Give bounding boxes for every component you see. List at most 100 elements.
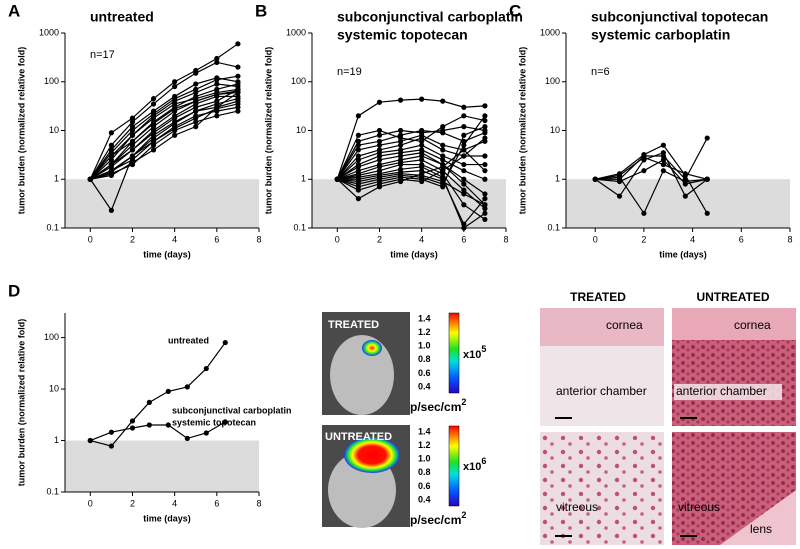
data-point bbox=[172, 101, 178, 107]
tissue-label: vitreous bbox=[556, 500, 598, 514]
data-point bbox=[235, 73, 241, 79]
data-point bbox=[660, 168, 666, 174]
label-bg bbox=[674, 384, 782, 400]
series-label: systemic topotecan bbox=[172, 417, 256, 427]
data-point bbox=[461, 147, 467, 153]
series-label: subconjunctival carboplatin bbox=[172, 405, 292, 415]
series-line bbox=[89, 88, 239, 180]
data-point bbox=[376, 142, 383, 148]
data-point bbox=[193, 70, 199, 76]
data-point bbox=[129, 115, 136, 121]
data-point bbox=[482, 210, 488, 216]
y-tick-label: 1 bbox=[54, 174, 59, 184]
series-line bbox=[89, 83, 239, 180]
series-line bbox=[336, 129, 486, 180]
shaded-region bbox=[65, 179, 259, 228]
x-tick-label: 2 bbox=[641, 234, 646, 244]
data-point bbox=[482, 206, 488, 212]
data-point bbox=[150, 115, 157, 121]
series-line bbox=[90, 103, 239, 180]
data-point bbox=[108, 142, 114, 148]
data-point bbox=[129, 132, 136, 138]
data-point bbox=[482, 216, 488, 223]
data-point bbox=[440, 124, 446, 130]
data-point bbox=[482, 117, 488, 124]
data-point bbox=[172, 120, 178, 126]
data-point bbox=[235, 96, 241, 102]
data-point bbox=[193, 81, 199, 87]
series-line bbox=[89, 88, 239, 180]
y-tick-label: 100 bbox=[44, 76, 59, 86]
series-line bbox=[337, 170, 486, 226]
series-line bbox=[336, 98, 485, 180]
y-axis-label: tumor burden (normalized relative fold) bbox=[16, 47, 26, 215]
series-line bbox=[595, 169, 708, 215]
data-point bbox=[482, 161, 488, 168]
series-line bbox=[90, 342, 226, 447]
data-point bbox=[482, 196, 488, 202]
data-point bbox=[482, 103, 488, 109]
unit: p/sec/cm2 bbox=[410, 397, 466, 414]
data-point bbox=[682, 193, 688, 199]
data-point bbox=[440, 153, 446, 159]
data-point bbox=[129, 425, 136, 431]
data-point bbox=[419, 135, 425, 141]
series-line bbox=[336, 134, 486, 180]
lens-tissue bbox=[720, 490, 796, 545]
series-line bbox=[336, 115, 486, 180]
y-tick-label: 10 bbox=[296, 125, 306, 135]
series-line bbox=[336, 149, 486, 200]
data-point bbox=[641, 154, 647, 161]
data-point bbox=[419, 171, 425, 177]
data-point bbox=[235, 108, 241, 114]
tissue-label: vitreous bbox=[678, 500, 720, 514]
data-point bbox=[87, 437, 93, 444]
data-point bbox=[482, 124, 488, 130]
y-tick-label: 1000 bbox=[540, 27, 560, 37]
unit: p/sec/cm2 bbox=[410, 510, 466, 527]
series-line bbox=[337, 166, 486, 229]
data-point bbox=[419, 153, 425, 159]
y-axis-label: tumor burden (normalized relative fold) bbox=[16, 319, 26, 487]
shaded-region bbox=[312, 179, 506, 228]
data-point bbox=[222, 419, 228, 425]
series-line bbox=[337, 115, 486, 185]
color-tick-label: 0.6 bbox=[418, 368, 431, 378]
data-point bbox=[150, 120, 157, 126]
panel-label: D bbox=[8, 281, 20, 300]
color-tick-label: 1.2 bbox=[418, 327, 431, 337]
data-point bbox=[165, 422, 171, 428]
data-point bbox=[108, 443, 114, 449]
data-point bbox=[193, 124, 199, 130]
data-point bbox=[482, 176, 488, 182]
data-point bbox=[376, 132, 383, 138]
y-axis-label: tumor burden (normalized relative fold) bbox=[263, 47, 273, 215]
data-point bbox=[184, 435, 190, 441]
color-tick-label: 1.4 bbox=[418, 313, 431, 323]
x-tick-label: 8 bbox=[256, 498, 261, 508]
y-tick-label: 100 bbox=[545, 76, 560, 86]
data-point bbox=[461, 191, 467, 197]
x-tick-label: 2 bbox=[130, 498, 135, 508]
color-tick-label: 1.0 bbox=[418, 341, 431, 351]
data-point bbox=[419, 127, 425, 134]
color-tick-label: 0.8 bbox=[418, 467, 431, 477]
data-point bbox=[193, 98, 199, 104]
data-point bbox=[461, 113, 467, 119]
data-point bbox=[440, 157, 446, 163]
data-point bbox=[482, 135, 488, 141]
data-point bbox=[482, 168, 488, 174]
series-line bbox=[89, 98, 239, 212]
series-line bbox=[337, 159, 486, 210]
annotation: n=19 bbox=[337, 66, 362, 78]
data-point bbox=[108, 169, 114, 175]
mouse bbox=[330, 335, 394, 415]
y-tick-label: 1000 bbox=[286, 27, 306, 37]
data-point bbox=[214, 77, 220, 83]
data-point bbox=[334, 176, 340, 182]
data-point bbox=[129, 119, 136, 125]
data-point bbox=[129, 127, 136, 134]
data-point bbox=[397, 142, 404, 148]
data-point bbox=[87, 176, 93, 182]
